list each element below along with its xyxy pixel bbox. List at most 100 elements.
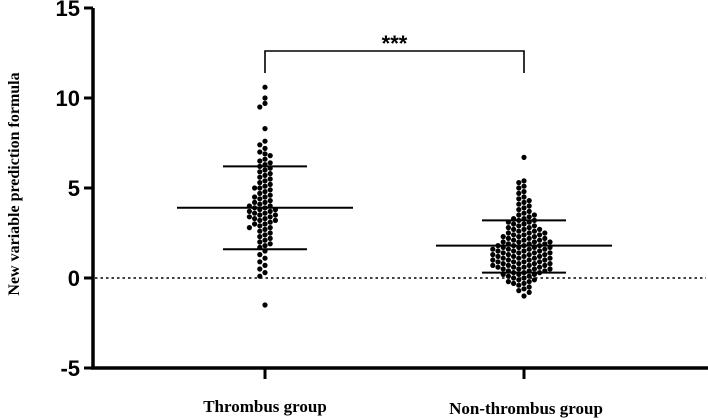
data-point bbox=[526, 225, 532, 231]
data-point bbox=[531, 212, 538, 218]
data-point bbox=[521, 237, 527, 243]
data-point bbox=[521, 178, 527, 184]
data-point bbox=[521, 183, 527, 189]
data-point bbox=[521, 264, 527, 270]
data-point bbox=[267, 187, 273, 193]
data-point bbox=[526, 279, 532, 285]
data-point bbox=[490, 262, 496, 268]
data-point bbox=[262, 262, 268, 268]
data-point bbox=[547, 255, 553, 261]
y-tick-label: 0 bbox=[68, 266, 80, 291]
data-point bbox=[526, 284, 532, 290]
data-point bbox=[262, 156, 268, 162]
data-point bbox=[521, 275, 527, 281]
data-point bbox=[537, 226, 543, 232]
category-label: Thrombus group bbox=[203, 397, 327, 416]
data-point bbox=[505, 279, 511, 285]
data-point bbox=[262, 194, 268, 200]
data-point bbox=[531, 250, 538, 256]
data-point bbox=[257, 234, 263, 240]
data-point bbox=[252, 221, 258, 227]
data-point bbox=[495, 259, 501, 265]
data-point bbox=[495, 264, 501, 270]
data-point bbox=[267, 235, 273, 241]
data-point bbox=[516, 190, 522, 196]
data-point bbox=[537, 248, 543, 254]
data-point bbox=[257, 228, 263, 234]
data-point bbox=[516, 228, 522, 234]
data-point bbox=[262, 270, 268, 276]
data-point bbox=[262, 255, 268, 261]
data-point bbox=[526, 262, 532, 268]
data-point bbox=[531, 266, 538, 272]
data-point bbox=[526, 257, 532, 263]
y-tick-label: -5 bbox=[60, 356, 80, 381]
data-point bbox=[516, 255, 522, 261]
x-ticks: Thrombus group Non-thrombus group bbox=[203, 368, 603, 418]
data-point bbox=[267, 192, 273, 198]
data-point bbox=[262, 232, 268, 238]
data-point bbox=[526, 198, 532, 204]
data-point bbox=[267, 225, 273, 231]
data-point bbox=[267, 181, 273, 187]
data-point bbox=[257, 104, 263, 110]
data-point bbox=[257, 252, 263, 258]
data-point bbox=[262, 221, 268, 227]
data-point bbox=[246, 214, 252, 220]
data-point bbox=[267, 219, 273, 225]
data-point bbox=[495, 248, 501, 254]
data-point bbox=[537, 232, 543, 238]
data-point bbox=[252, 199, 258, 205]
data-point bbox=[257, 217, 263, 223]
data-point bbox=[267, 160, 273, 166]
data-point bbox=[500, 250, 506, 256]
data-point bbox=[257, 158, 263, 164]
data-point bbox=[526, 273, 532, 279]
data-point bbox=[262, 178, 268, 184]
data-point bbox=[531, 228, 538, 234]
data-point bbox=[526, 203, 532, 209]
data-point bbox=[267, 153, 273, 159]
data-point bbox=[537, 237, 543, 243]
data-point bbox=[490, 246, 496, 252]
data-point bbox=[252, 210, 258, 216]
data-point bbox=[516, 185, 522, 191]
data-point bbox=[521, 221, 527, 227]
data-point bbox=[516, 277, 522, 283]
category-label: Non-thrombus group bbox=[449, 399, 603, 418]
data-point bbox=[500, 234, 506, 240]
data-point bbox=[521, 259, 527, 265]
data-point bbox=[516, 223, 522, 229]
data-point bbox=[252, 185, 258, 191]
data-point bbox=[516, 234, 522, 240]
data-point bbox=[516, 207, 522, 213]
data-point bbox=[521, 154, 527, 160]
data-point bbox=[521, 293, 527, 299]
significance-label: *** bbox=[382, 31, 408, 56]
data-point bbox=[257, 169, 263, 175]
data-point bbox=[262, 151, 268, 157]
data-point bbox=[262, 172, 268, 178]
data-point bbox=[272, 217, 278, 223]
data-point bbox=[510, 232, 517, 238]
data-point bbox=[257, 190, 263, 196]
data-point bbox=[257, 212, 263, 218]
data-point bbox=[521, 253, 527, 259]
data-point bbox=[262, 95, 268, 101]
data-point bbox=[505, 257, 511, 263]
data-point bbox=[262, 145, 268, 151]
data-point bbox=[516, 282, 522, 288]
data-point bbox=[542, 230, 548, 236]
data-point bbox=[537, 253, 543, 259]
data-point bbox=[510, 264, 517, 270]
data-point bbox=[257, 142, 263, 148]
data-point bbox=[262, 216, 268, 222]
data-point bbox=[257, 174, 263, 180]
data-point bbox=[267, 241, 273, 247]
data-point bbox=[521, 199, 527, 205]
data-point bbox=[257, 239, 263, 245]
data-point bbox=[257, 266, 263, 272]
data-point bbox=[516, 261, 522, 267]
data-point bbox=[516, 239, 522, 245]
